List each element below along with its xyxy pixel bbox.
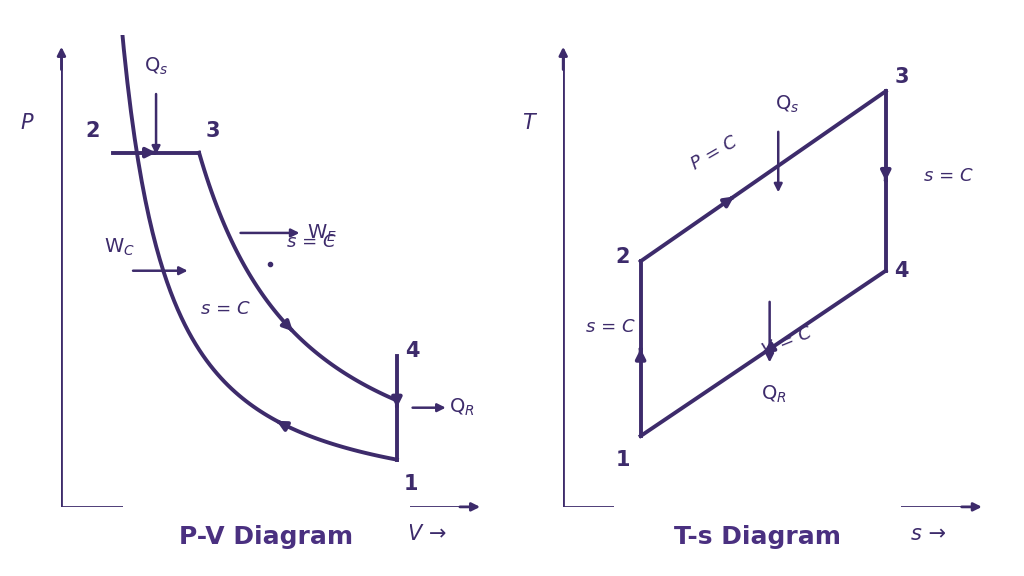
Text: P-V Diagram: P-V Diagram xyxy=(179,525,353,549)
Text: s = C: s = C xyxy=(925,167,973,185)
Text: s →: s → xyxy=(911,524,946,544)
Text: Q$_s$: Q$_s$ xyxy=(144,56,168,77)
Text: W$_C$: W$_C$ xyxy=(104,237,135,257)
Text: V →: V → xyxy=(408,524,446,544)
Text: s = C: s = C xyxy=(586,319,635,336)
Text: 4: 4 xyxy=(406,341,420,361)
Text: T-s Diagram: T-s Diagram xyxy=(674,525,842,549)
Text: s = C: s = C xyxy=(287,233,335,251)
Text: P: P xyxy=(20,113,34,133)
Text: 1: 1 xyxy=(615,450,630,470)
Text: 2: 2 xyxy=(86,121,100,141)
Text: W$_E$: W$_E$ xyxy=(306,222,337,244)
Text: 3: 3 xyxy=(206,121,220,141)
Text: V = C: V = C xyxy=(760,324,814,359)
Text: 1: 1 xyxy=(403,474,418,494)
Text: s = C: s = C xyxy=(201,300,249,317)
Text: 4: 4 xyxy=(894,261,909,281)
Text: P = C: P = C xyxy=(687,132,740,173)
Text: Q$_s$: Q$_s$ xyxy=(775,93,799,115)
Text: T: T xyxy=(522,113,536,133)
Text: Q$_R$: Q$_R$ xyxy=(761,384,786,406)
Text: Q$_R$: Q$_R$ xyxy=(449,397,474,418)
Text: 2: 2 xyxy=(615,247,630,267)
Text: 3: 3 xyxy=(894,66,909,86)
